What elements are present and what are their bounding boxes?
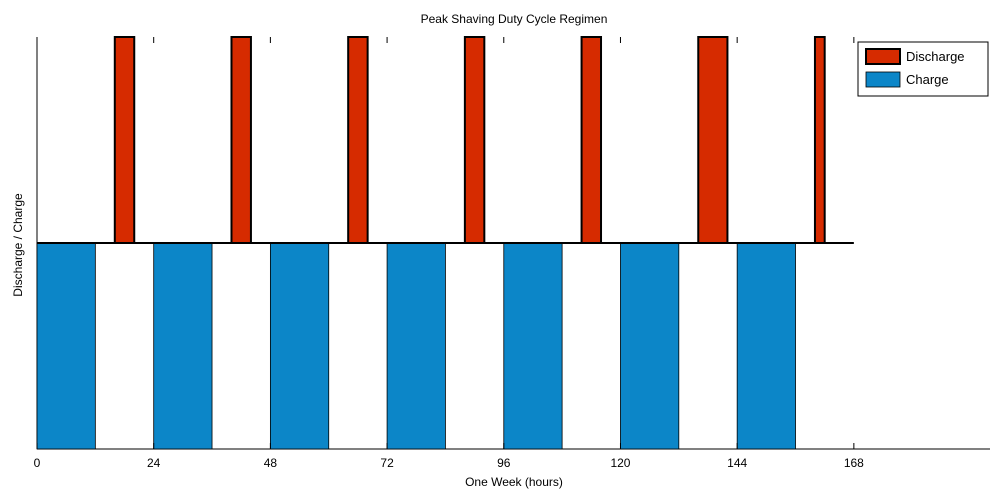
discharge-bar-4 <box>463 36 486 244</box>
charge-bar-5 <box>503 242 563 450</box>
charge-bar-7 <box>736 242 796 450</box>
x-tick-label-96: 96 <box>497 456 511 470</box>
discharge-bar-5 <box>580 36 603 244</box>
y-axis-label: Discharge / Charge <box>11 193 25 297</box>
legend-label-charge: Charge <box>906 72 949 87</box>
legend-label-discharge: Discharge <box>906 49 965 64</box>
legend-swatch-discharge <box>865 48 901 65</box>
x-tick-label-0: 0 <box>34 456 41 470</box>
charge-bar-3 <box>269 242 330 450</box>
x-tick-label-144: 144 <box>727 456 747 470</box>
x-tick-label-120: 120 <box>610 456 630 470</box>
discharge-bar-2 <box>230 36 252 244</box>
discharge-bar-7 <box>813 36 826 244</box>
charge-bar-6 <box>620 242 680 450</box>
legend-swatch-charge <box>865 71 901 88</box>
x-tick-label-72: 72 <box>380 456 394 470</box>
discharge-bar-6 <box>697 36 729 244</box>
chart-title: Peak Shaving Duty Cycle Regimen <box>421 12 608 26</box>
x-tick-label-24: 24 <box>147 456 161 470</box>
charge-bar-2 <box>153 242 213 450</box>
x-tick-label-168: 168 <box>844 456 864 470</box>
discharge-bar-3 <box>347 36 369 244</box>
x-axis-label: One Week (hours) <box>465 475 563 489</box>
charge-bar-4 <box>386 242 446 450</box>
charge-bar-1 <box>36 242 96 450</box>
plot-area: 0 24 48 72 96 120 144 168 Discharge Charge <box>34 36 990 470</box>
discharge-bar-1 <box>113 36 136 244</box>
x-tick-label-48: 48 <box>264 456 278 470</box>
